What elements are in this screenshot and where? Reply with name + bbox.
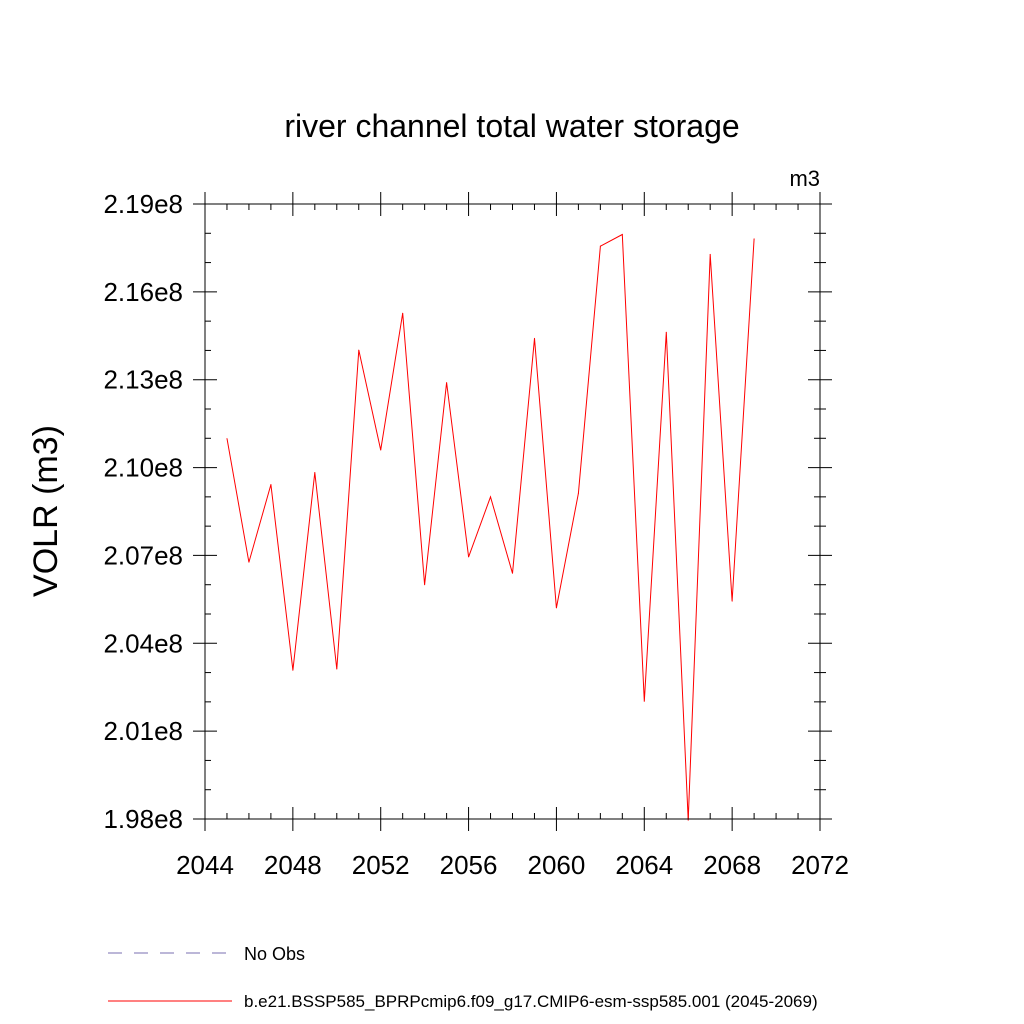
x-tick-label: 2068: [703, 850, 761, 880]
data-point: [226, 438, 228, 440]
y-tick-label: 2.10e8: [103, 453, 183, 483]
data-point: [358, 349, 360, 351]
data-point: [621, 233, 623, 235]
data-point: [402, 312, 404, 314]
y-tick-label: 2.01e8: [103, 716, 183, 746]
data-point: [424, 584, 426, 586]
data-point: [643, 700, 645, 702]
data-point: [533, 337, 535, 339]
data-point: [248, 561, 250, 563]
data-point: [577, 492, 579, 494]
x-axis-ticks: [204, 192, 821, 831]
data-point: [446, 382, 448, 384]
data-point: [753, 238, 755, 240]
y-axis-ticks: [193, 203, 832, 820]
chart-title: river channel total water storage: [284, 108, 739, 144]
data-point: [292, 669, 294, 671]
x-tick-label: 2044: [176, 850, 234, 880]
y-axis-tick-labels: 1.98e8 2.01e8 2.04e8 2.07e8 2.10e8 2.13e8 2.16…: [103, 189, 183, 834]
y-tick-label: 2.04e8: [103, 628, 183, 658]
data-point: [270, 484, 272, 486]
units-label: m3: [789, 166, 820, 191]
y-tick-label: 2.07e8: [103, 540, 183, 570]
data-point: [336, 668, 338, 670]
legend-label-no-obs: No Obs: [244, 944, 305, 964]
data-point: [599, 245, 601, 247]
x-tick-label: 2056: [440, 850, 498, 880]
data-point: [314, 472, 316, 474]
x-axis-tick-labels: 2044 2048 2052 2056 2060 2064 2068 2072: [176, 850, 849, 880]
legend-label-model: b.e21.BSSP585_BPRPcmip6.f09_g17.CMIP6-es…: [244, 992, 818, 1011]
y-tick-label: 2.19e8: [103, 189, 183, 219]
data-point: [512, 572, 513, 574]
data-point: [731, 600, 733, 602]
x-tick-label: 2060: [528, 850, 586, 880]
data-point: [468, 556, 470, 558]
series-group: [226, 233, 755, 821]
data-point: [490, 496, 492, 498]
x-tick-label: 2048: [264, 850, 322, 880]
y-tick-label: 1.98e8: [103, 804, 183, 834]
y-tick-label: 2.16e8: [103, 277, 183, 307]
data-point: [687, 819, 689, 821]
y-axis-label: VOLR (m3): [27, 425, 65, 597]
data-point: [709, 253, 711, 255]
plot-frame: [204, 203, 821, 820]
data-point: [665, 331, 667, 333]
data-point: [380, 449, 382, 451]
data-point: [555, 607, 557, 609]
x-tick-label: 2052: [352, 850, 410, 880]
x-tick-label: 2064: [615, 850, 673, 880]
y-tick-label: 2.13e8: [103, 365, 183, 395]
series-line: [226, 233, 755, 821]
x-tick-label: 2072: [791, 850, 849, 880]
